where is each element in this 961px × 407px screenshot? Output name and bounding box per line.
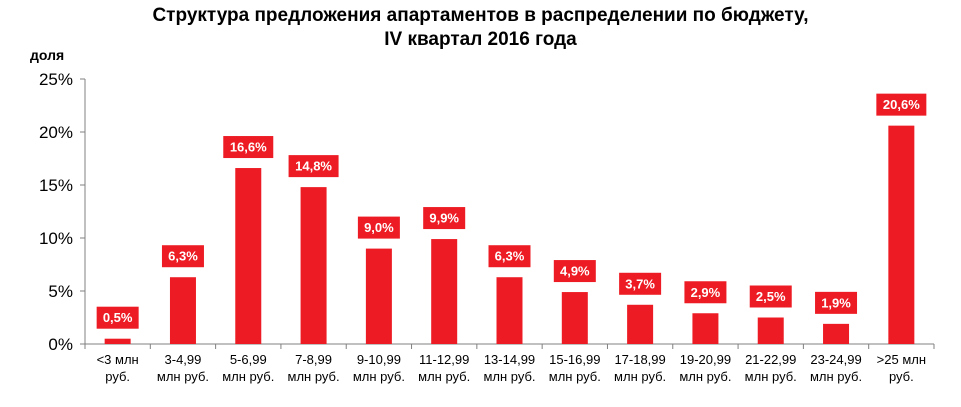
category-label: млн руб. [549,369,601,384]
category-label: руб. [105,369,130,384]
category-label: 23-24,99 [810,352,861,367]
bar [431,239,458,344]
category-label: млн руб. [353,369,405,384]
data-label: 9,0% [364,220,394,235]
y-tick-label: 10% [39,229,73,248]
data-label-box [161,245,204,268]
category-label: 5-6,99 [230,352,267,367]
category-label: 7-8,99 [295,352,332,367]
data-label: 2,5% [756,289,786,304]
category-label: >25 млн [877,352,926,367]
data-label: 20,6% [883,97,920,112]
bar [300,187,327,344]
data-label-box [684,281,727,304]
data-label-box [749,285,792,308]
data-label: 1,9% [821,295,851,310]
y-axis-label: доля [30,47,64,63]
y-tick-label: 15% [39,176,73,195]
data-label: 0,5% [103,310,133,325]
category-label: 15-16,99 [549,352,600,367]
data-label-box [423,207,466,230]
category-label: млн руб. [679,369,731,384]
bar [235,168,262,344]
data-label-box [288,155,339,178]
data-label-box [815,291,858,314]
category-label: 11-12,99 [419,352,469,367]
category-label: млн руб. [483,369,535,384]
y-tick-label: 5% [48,282,73,301]
category-label: <3 млн [97,352,139,367]
category-label: 17-18,99 [614,352,665,367]
data-labels: 0,5% 6,3% 16,6% 14,8% 9,0% 9,9% 6,3% 4,9% 3,7% 2,… [96,93,927,329]
data-label-box [553,260,596,283]
y-tick-label: 20% [39,123,73,142]
y-tick-label: 25% [39,70,73,89]
category-label: 21-22,99 [745,352,796,367]
data-label: 4,9% [560,264,590,279]
data-label: 6,3% [168,249,198,264]
data-label: 3,7% [625,276,655,291]
bar [365,248,392,344]
data-label: 2,9% [691,285,721,300]
bars [104,125,915,344]
data-label: 9,9% [429,211,459,226]
category-label: млн руб. [810,369,862,384]
category-labels: <3 млн руб. 3-4,99 млн руб. 5-6,99 млн руб. 7-… [97,352,926,384]
bar [104,338,131,344]
bar [888,125,915,344]
data-label-box [96,306,139,329]
data-label-box [357,216,400,239]
bar [823,323,850,344]
category-label: млн руб. [288,369,340,384]
data-label-box [223,136,274,159]
bar [561,292,588,344]
data-label-box [619,272,662,295]
x-axis [84,343,935,349]
data-label: 6,3% [495,249,525,264]
data-label-box [488,245,531,268]
bar [692,313,719,344]
bar [169,277,196,344]
chart-title-line-2: IV квартал 2016 года [384,29,577,50]
data-label: 16,6% [230,140,267,155]
category-label: 13-14,99 [484,352,535,367]
chart-title: Структура предложения апартаментов в рас… [0,4,961,52]
category-label: 19-20,99 [680,352,731,367]
category-label: млн руб. [614,369,666,384]
bar [757,317,784,344]
bar [496,277,523,344]
data-label-box [876,93,927,116]
category-label: 9-10,99 [357,352,401,367]
category-label: руб. [889,369,914,384]
category-label: 3-4,99 [165,352,202,367]
category-label: млн руб. [157,369,209,384]
bar [627,304,654,344]
y-axis: 0% 5% 10% 15% 20% 25% [39,70,86,354]
category-label: млн руб. [418,369,470,384]
y-tick-label: 0% [48,335,73,354]
category-label: млн руб. [222,369,274,384]
category-label: млн руб. [745,369,797,384]
chart-title-line-1: Структура предложения апартаментов в рас… [152,5,809,26]
data-label: 14,8% [295,159,332,174]
